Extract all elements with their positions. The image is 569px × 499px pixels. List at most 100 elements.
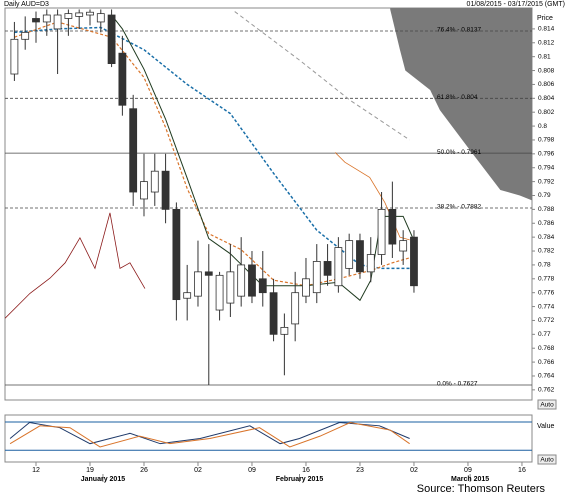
candle-body <box>161 170 170 210</box>
candle-body <box>302 278 310 297</box>
fib-label: 38.2% - 0.7882 <box>437 204 481 211</box>
plot-area: 76.4% - 0.8137 61.8% - 0.804 50.0% - 0.796… <box>5 8 532 388</box>
x-tick-label: 16 <box>518 467 526 474</box>
x-tick-label: 12 <box>32 467 40 474</box>
y-tick-label: 0.784 <box>538 234 555 241</box>
candle-body <box>356 240 364 273</box>
auto-button[interactable] <box>537 399 557 410</box>
y-tick-label: 0.774 <box>538 303 555 310</box>
oscillator-frame <box>4 414 533 463</box>
overlay-line <box>14 21 415 287</box>
x-tick-label: 09 <box>248 467 256 474</box>
candle-body <box>323 261 332 276</box>
auto-button-label[interactable]: Auto <box>540 457 554 464</box>
candle-body <box>107 14 116 65</box>
candle-body <box>172 208 181 301</box>
candle-body <box>377 208 386 255</box>
overlay-line <box>234 11 410 141</box>
chart-title: Daily AUD=D3 <box>4 1 49 8</box>
candle-body <box>96 13 105 23</box>
overlay-line <box>334 152 410 241</box>
candle-body <box>280 326 289 335</box>
candle-body <box>366 254 375 273</box>
fib-label: 76.4% - 0.8137 <box>437 27 481 34</box>
x-tick-label: 02 <box>410 467 418 474</box>
y-tick-label: 0.814 <box>538 26 555 33</box>
candle-body <box>312 261 321 294</box>
y-tick-label: 0.776 <box>538 289 555 296</box>
source: Source: Thomson Reuters <box>417 483 546 495</box>
overlay-line <box>5 212 146 319</box>
ichimoku-cloud <box>390 8 532 201</box>
candle-body <box>53 14 62 30</box>
x-tick-label: 19 <box>86 467 94 474</box>
candle-body <box>129 108 138 193</box>
candle-body <box>194 271 202 297</box>
month-label: February 2015 <box>276 476 324 483</box>
x-tick-label: 26 <box>140 467 148 474</box>
y-tick-label: 0.778 <box>538 276 555 283</box>
y-tick-label: 0.78 <box>538 262 551 269</box>
fib-label: 50.0% - 0.7961 <box>437 149 481 156</box>
candle-body <box>226 271 235 304</box>
candle-body <box>204 271 213 276</box>
candle-body <box>183 292 192 299</box>
chart-subtitle: 01/08/2015 - 03/17/2015 (GMT) <box>467 1 565 8</box>
y-tick-label: 0.768 <box>538 345 555 352</box>
y-tick-label: 0.792 <box>538 178 555 185</box>
y-tick-label: 0.79 <box>538 192 551 199</box>
candle-body <box>399 240 408 252</box>
candle-body <box>258 278 267 294</box>
y-tick-label: 0.81 <box>538 53 551 60</box>
y-tick-label: 0.802 <box>538 109 555 116</box>
candle-body <box>75 12 84 17</box>
auto-button[interactable] <box>537 454 557 465</box>
y-tick-label: 0.788 <box>538 206 555 213</box>
y-tick-label: 0.782 <box>538 248 555 255</box>
candle-body <box>21 31 30 40</box>
plot-frame <box>4 7 533 401</box>
y-axis-title: Price <box>537 15 553 22</box>
y-tick-label: 0.764 <box>538 373 555 380</box>
y-tick-label: 0.812 <box>538 39 555 46</box>
y-tick-label: 0.8 <box>538 123 547 130</box>
candle-body <box>150 170 159 193</box>
candle-body <box>118 52 127 106</box>
month-label: January 2015 <box>81 476 125 483</box>
y-tick-label: 0.804 <box>538 95 555 102</box>
x-tick-label: 16 <box>302 467 310 474</box>
y-tick-label: 0.808 <box>538 67 555 74</box>
candle-body <box>345 240 354 269</box>
candle-body <box>248 264 256 297</box>
candle-body <box>140 181 148 200</box>
oscillator-label: Value <box>537 423 554 430</box>
candle-body <box>410 236 418 287</box>
candle-body <box>64 13 73 19</box>
candle-body <box>42 14 51 23</box>
y-tick-label: 0.798 <box>538 137 555 144</box>
oscillator-line <box>9 421 410 445</box>
fib-label: 0.0% - 0.7627 <box>437 381 478 388</box>
y-tick-label: 0.806 <box>538 81 555 88</box>
x-tick-label: 02 <box>194 467 202 474</box>
fib-label: 61.8% - 0.804 <box>437 94 478 101</box>
oscillator-area <box>5 421 532 451</box>
candle-body <box>237 264 246 297</box>
candle-body <box>215 274 224 311</box>
candle-body <box>269 292 278 335</box>
auto-button-label[interactable]: Auto <box>540 402 554 409</box>
x-tick-label: 23 <box>356 467 364 474</box>
candle-body <box>388 208 397 245</box>
candle-body <box>86 11 94 16</box>
candle-body <box>334 247 343 287</box>
y-tick-label: 0.796 <box>538 151 555 158</box>
y-tick-label: 0.77 <box>538 331 551 338</box>
oscillator-line <box>9 421 410 448</box>
y-tick-label: 0.794 <box>538 164 555 171</box>
candle-body <box>32 18 40 23</box>
y-tick-label: 0.786 <box>538 220 555 227</box>
x-tick-label: 09 <box>464 467 472 474</box>
y-tick-label: 0.766 <box>538 359 555 366</box>
y-tick-label: 0.772 <box>538 317 555 324</box>
